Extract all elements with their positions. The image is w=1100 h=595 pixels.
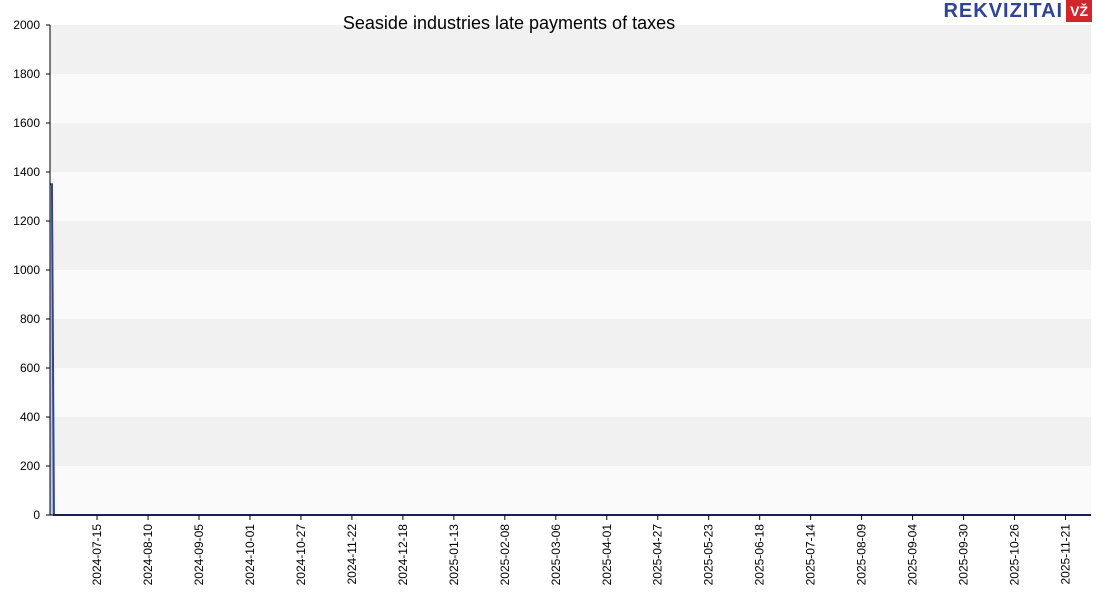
x-tick-label: 2025-04-01 [600,524,614,586]
x-tick-label: 2025-09-30 [957,524,971,586]
grid-band [50,368,1091,417]
y-tick-label: 1200 [13,214,40,228]
grid-band [50,417,1091,466]
x-tick-label: 2025-04-27 [651,524,665,586]
x-tick-label: 2024-09-05 [192,524,206,586]
x-tick-label: 2024-10-27 [294,524,308,586]
y-tick-label: 600 [20,361,40,375]
x-tick-label: 2025-08-09 [855,524,869,586]
logo-badge: VŽ [1066,0,1092,22]
y-tick-label: 2000 [13,18,40,32]
grid-bands [50,25,1091,515]
x-tick-label: 2024-08-10 [141,524,155,586]
grid-band [50,25,1091,74]
chart-title: Seaside industries late payments of taxe… [343,13,675,33]
x-tick-label: 2025-09-04 [906,524,920,586]
x-tick-label: 2024-11-22 [345,524,359,585]
grid-band [50,319,1091,368]
grid-band [50,466,1091,515]
x-tick-label: 2025-03-06 [549,524,563,586]
x-axis-ticks: 2024-07-15 2024-08-10 2024-09-05 2024-10-01… [90,515,1073,586]
grid-band [50,172,1091,221]
y-tick-label: 800 [20,312,40,326]
y-tick-label: 1000 [13,263,40,277]
x-tick-label: 2025-05-23 [702,524,716,586]
logo-text: REKVIZITAI [943,0,1064,22]
grid-band [50,74,1091,123]
x-tick-label: 2024-10-01 [243,524,257,586]
y-tick-label: 1600 [13,116,40,130]
y-tick-label: 1800 [13,67,40,81]
x-tick-label: 2025-10-26 [1008,524,1022,586]
x-tick-label: 2024-07-15 [90,524,104,586]
grid-band [50,270,1091,319]
x-tick-label: 2025-11-21 [1059,524,1073,585]
y-tick-label: 200 [20,459,40,473]
x-tick-label: 2025-07-14 [804,524,818,586]
x-tick-label: 2025-01-13 [447,524,461,586]
grid-band [50,221,1091,270]
y-tick-label: 0 [33,508,40,522]
y-tick-label: 400 [20,410,40,424]
x-tick-label: 2025-06-18 [753,524,767,586]
grid-band [50,123,1091,172]
x-tick-label: 2024-12-18 [396,524,410,586]
rekvizitai-logo[interactable]: REKVIZITAI VŽ [943,0,1092,22]
y-tick-label: 1400 [13,165,40,179]
y-axis-ticks: 0 200 400 600 800 1000 1200 1400 1600 1800 2000 [13,18,50,522]
x-tick-label: 2025-02-08 [498,524,512,586]
